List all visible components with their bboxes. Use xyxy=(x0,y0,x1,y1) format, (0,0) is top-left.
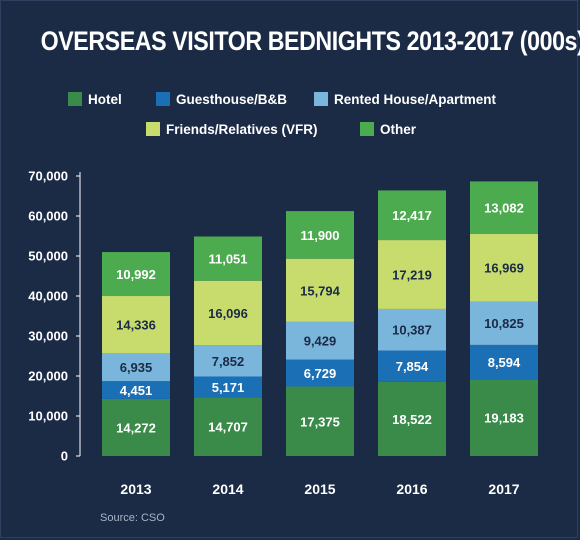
x-tick-label: 2015 xyxy=(304,481,335,497)
data-label: 5,171 xyxy=(212,380,245,395)
y-tick-label: 70,000 xyxy=(28,169,68,184)
data-label: 16,096 xyxy=(208,306,248,321)
data-label: 10,992 xyxy=(116,267,156,282)
y-tick-label: 60,000 xyxy=(28,209,68,224)
bar-segment xyxy=(470,233,538,302)
legend-label: Friends/Relatives (VFR) xyxy=(166,122,318,137)
bar-segment xyxy=(102,398,170,456)
data-label: 6,729 xyxy=(304,366,337,381)
bar-segment xyxy=(286,359,354,387)
data-label: 15,794 xyxy=(300,283,341,298)
data-label: 11,900 xyxy=(300,228,339,243)
data-label: 18,522 xyxy=(392,412,432,427)
bar-segment xyxy=(470,379,538,456)
legend-label: Hotel xyxy=(88,92,122,107)
bar-segment xyxy=(286,211,354,259)
bar-segment xyxy=(194,376,262,398)
data-label: 7,852 xyxy=(212,354,245,369)
data-label: 8,594 xyxy=(488,355,521,370)
chart-title: OVERSEAS VISITOR BEDNIGHTS 2013-2017 (00… xyxy=(40,26,580,56)
bar-segment xyxy=(194,397,262,456)
data-label: 10,387 xyxy=(392,323,432,338)
source-note: Source: CSO xyxy=(100,512,165,524)
data-label: 6,935 xyxy=(120,360,153,375)
data-label: 14,707 xyxy=(208,420,248,435)
bar-segment xyxy=(378,240,446,309)
x-tick-label: 2017 xyxy=(488,481,519,497)
bar-segment xyxy=(194,280,262,346)
legend-swatch xyxy=(314,92,328,106)
data-label: 9,429 xyxy=(304,334,337,349)
data-label: 17,219 xyxy=(392,268,432,283)
bar-segment xyxy=(286,386,354,456)
x-tick-label: 2013 xyxy=(120,481,151,497)
data-label: 14,272 xyxy=(116,420,156,435)
legend-swatch xyxy=(360,122,374,136)
data-label: 14,336 xyxy=(116,318,156,333)
y-tick-label: 30,000 xyxy=(28,329,68,344)
bar-segment xyxy=(470,181,538,234)
data-label: 13,082 xyxy=(484,201,524,216)
bar-segment xyxy=(470,344,538,380)
y-tick-label: 0 xyxy=(61,449,68,464)
bar-segment xyxy=(378,190,446,241)
data-label: 19,183 xyxy=(484,411,524,426)
legend-swatch xyxy=(156,92,170,106)
y-tick-label: 20,000 xyxy=(28,369,68,384)
legend-swatch xyxy=(68,92,82,106)
bar-segment xyxy=(194,236,262,281)
y-tick-label: 40,000 xyxy=(28,289,68,304)
legend-label: Other xyxy=(380,122,417,137)
bar-segment xyxy=(102,353,170,382)
x-tick-label: 2016 xyxy=(396,481,427,497)
data-label: 16,969 xyxy=(484,261,524,276)
bar-segment xyxy=(378,381,446,456)
bar-segment xyxy=(102,252,170,297)
bar-segment xyxy=(286,321,354,360)
bar-segment xyxy=(378,350,446,382)
bar-segment xyxy=(102,381,170,399)
data-label: 11,051 xyxy=(208,252,247,267)
bar-segment xyxy=(286,258,354,322)
bar-segment xyxy=(470,301,538,345)
bar-segment xyxy=(194,345,262,377)
data-label: 12,417 xyxy=(392,208,432,223)
data-label: 7,854 xyxy=(396,359,429,374)
bar-segment xyxy=(102,296,170,354)
legend-swatch xyxy=(146,122,160,136)
legend-label: Guesthouse/B&B xyxy=(176,92,287,107)
legend-label: Rented House/Apartment xyxy=(334,92,497,107)
y-tick-label: 50,000 xyxy=(28,249,68,264)
data-label: 4,451 xyxy=(120,383,153,398)
data-label: 17,375 xyxy=(300,414,340,429)
x-tick-label: 2014 xyxy=(212,481,243,497)
bar-segment xyxy=(378,308,446,351)
y-tick-label: 10,000 xyxy=(28,409,68,424)
data-label: 10,825 xyxy=(484,316,524,331)
